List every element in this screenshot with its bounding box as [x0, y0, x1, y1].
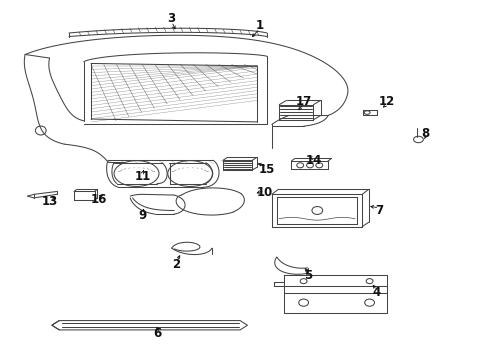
Text: 8: 8: [422, 127, 430, 140]
Text: 1: 1: [256, 19, 264, 32]
Text: 16: 16: [90, 193, 107, 206]
Text: 2: 2: [172, 258, 181, 271]
Text: 9: 9: [138, 210, 147, 222]
Text: 12: 12: [379, 95, 395, 108]
Text: 15: 15: [259, 163, 275, 176]
Text: 4: 4: [373, 287, 381, 300]
Text: 14: 14: [305, 154, 321, 167]
Text: 17: 17: [295, 95, 312, 108]
Text: 10: 10: [256, 186, 272, 199]
Text: 7: 7: [375, 204, 384, 217]
Text: 5: 5: [304, 269, 313, 282]
Text: 6: 6: [153, 327, 161, 340]
Text: 13: 13: [42, 195, 58, 208]
Text: 11: 11: [134, 170, 150, 183]
Text: 3: 3: [168, 12, 176, 25]
